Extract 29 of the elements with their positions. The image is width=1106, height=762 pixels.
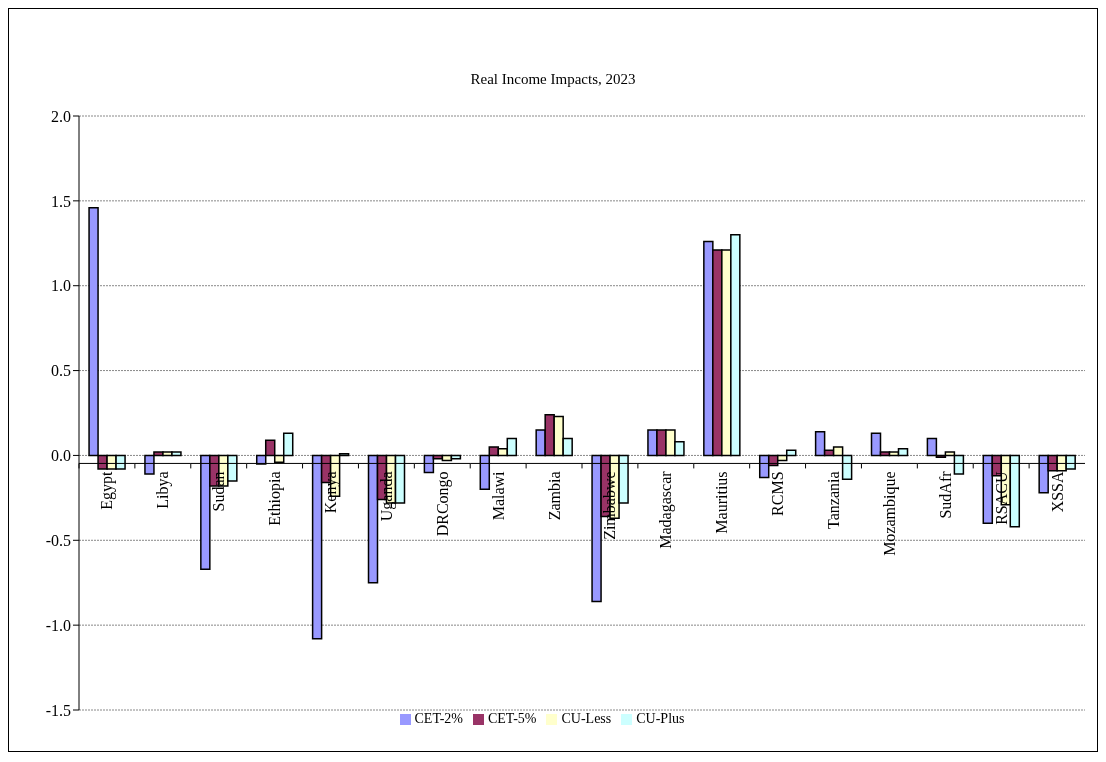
y-tick-label: -0.5: [45, 531, 71, 549]
x-tick-label: RCMS: [769, 471, 787, 516]
x-tick-label: SudAfr: [936, 470, 954, 519]
legend-label: CU-Plus: [636, 711, 685, 726]
y-tick-label: 1.0: [51, 277, 71, 295]
x-tick-label: Zimbabwe: [601, 471, 619, 540]
y-tick-label: -1.0: [45, 616, 71, 634]
x-tick-label: Sudan: [210, 471, 228, 512]
x-tick-label: RSACU: [992, 470, 1010, 525]
x-tick-label: Mozambique: [880, 471, 899, 556]
y-tick-label: 2.0: [51, 107, 71, 125]
x-tick-label: Madagascar: [657, 470, 676, 549]
legend-label: CET-5%: [487, 711, 537, 726]
x-tick-label: Zambia: [545, 471, 563, 521]
x-tick-label: Libya: [154, 471, 173, 509]
legend-label: CET-2%: [414, 711, 463, 726]
x-tick-label: DRCongo: [433, 471, 452, 537]
chart-title: Real Income Impacts, 2023: [469, 71, 637, 88]
x-tick-label: Ethiopia: [266, 471, 285, 526]
y-tick-label: -1.5: [45, 701, 71, 719]
x-tick-label: Egypt: [98, 470, 117, 510]
x-tick-label: Tanzania: [825, 471, 842, 529]
x-tick-label: XSSA: [1048, 470, 1066, 513]
x-tick-label: Mauritius: [713, 471, 731, 534]
y-tick-label: 0.5: [51, 362, 71, 380]
y-tick-label: 1.5: [51, 192, 71, 210]
y-tick-label: 0.0: [51, 447, 71, 465]
legend-label: CU-Less: [561, 711, 612, 726]
x-tick-label: Malawi: [489, 470, 507, 521]
